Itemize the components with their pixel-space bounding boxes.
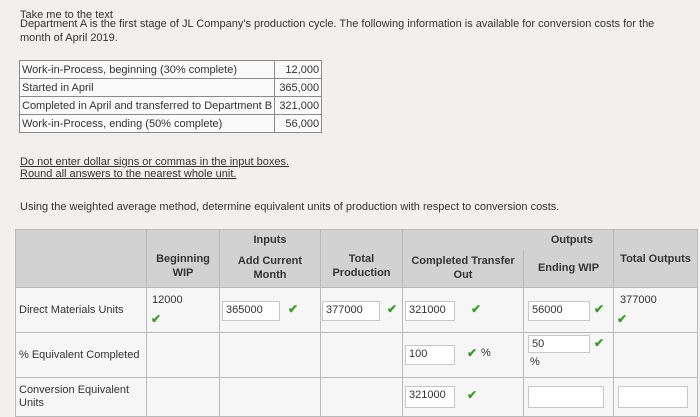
info-row: Completed in April and transferred to De… bbox=[18, 96, 323, 115]
cell-dm-beginning: 12000 ✔ bbox=[146, 287, 220, 333]
production-info-table: Work-in-Process, beginning (30% complete… bbox=[18, 60, 323, 133]
cell-pct-total-outputs bbox=[613, 332, 699, 378]
percent-sign: % bbox=[530, 356, 540, 368]
equivalent-units-table: Beginning WIP Inputs Total Production Ou… bbox=[15, 229, 699, 417]
header-ending-wip: Ending WIP bbox=[522, 249, 615, 288]
info-row: Started in April 365,000 bbox=[18, 78, 323, 97]
cell-conv-total-outputs bbox=[613, 377, 699, 417]
info-label: Started in April bbox=[18, 78, 276, 97]
info-value: 12,000 bbox=[274, 60, 323, 79]
dm-total-outputs-input[interactable]: 377000 bbox=[620, 294, 657, 306]
check-icon: ✔ bbox=[617, 312, 628, 326]
cell-dm-total-outputs: 377000 ✔ bbox=[613, 287, 699, 333]
cell-pct-ending: 50 ✔ % bbox=[522, 332, 615, 378]
info-row: Work-in-Process, beginning (30% complete… bbox=[18, 60, 323, 79]
cell-dm-completed: 321000 ✔ bbox=[402, 287, 524, 333]
header-total-outputs-label: Total Outputs bbox=[620, 252, 691, 265]
cell-pct-beginning bbox=[146, 332, 220, 378]
header-beginning-wip: Beginning WIP bbox=[146, 229, 220, 288]
cell-conv-completed: 321000 ✔ bbox=[402, 377, 524, 417]
row-label-direct-materials: Direct Materials Units bbox=[15, 287, 147, 333]
dm-ending-input[interactable]: 56000 bbox=[528, 301, 590, 321]
header-total-outputs: Total Outputs bbox=[613, 229, 699, 288]
check-icon: ✔ bbox=[467, 346, 478, 360]
cell-pct-completed: 100 ✔ % bbox=[402, 332, 524, 378]
no-dollar-signs-note: Do not enter dollar signs or commas in t… bbox=[20, 156, 290, 168]
check-icon: ✔ bbox=[467, 388, 478, 402]
header-inputs: Inputs bbox=[219, 229, 321, 250]
header-beginning-wip-label: Beginning WIP bbox=[156, 252, 210, 279]
header-blank bbox=[15, 229, 147, 288]
cell-conv-ending bbox=[522, 377, 615, 417]
info-label: Work-in-Process, ending (50% complete) bbox=[18, 114, 276, 133]
check-icon: ✔ bbox=[151, 312, 162, 326]
conv-total-outputs-input[interactable] bbox=[618, 386, 689, 408]
cell-conv-beginning bbox=[146, 377, 220, 417]
row-label-conversion-equivalent: Conversion Equivalent Units bbox=[15, 377, 147, 417]
cell-pct-add-current bbox=[219, 332, 321, 378]
info-value: 56,000 bbox=[274, 114, 323, 133]
question-instruction: Using the weighted average method, deter… bbox=[20, 201, 560, 213]
cell-dm-total-production: 377000 ✔ bbox=[320, 287, 403, 333]
dm-add-current-input[interactable]: 365000 bbox=[222, 301, 280, 321]
pct-ending-input[interactable]: 50 bbox=[528, 335, 590, 353]
pct-completed-input[interactable]: 100 bbox=[405, 345, 455, 365]
conv-ending-input[interactable] bbox=[528, 386, 604, 408]
take-me-to-text-link[interactable]: Take me to the text bbox=[20, 9, 113, 21]
info-value: 365,000 bbox=[274, 78, 323, 97]
dm-completed-input[interactable]: 321000 bbox=[405, 301, 455, 321]
check-icon: ✔ bbox=[594, 302, 605, 316]
header-total-production-label: Total Production bbox=[332, 252, 391, 279]
header-completed-transfer: Completed Transfer Out bbox=[402, 249, 524, 288]
rounding-note: Round all answers to the nearest whole u… bbox=[20, 168, 237, 180]
info-label: Work-in-Process, beginning (30% complete… bbox=[18, 60, 276, 79]
header-outputs: Outputs bbox=[401, 229, 615, 250]
header-total-production: Total Production bbox=[320, 229, 403, 288]
header-add-current-month: Add Current Month bbox=[219, 249, 321, 288]
dm-beginning-input[interactable]: 12000 bbox=[152, 294, 183, 306]
check-icon: ✔ bbox=[288, 302, 299, 316]
conv-completed-input[interactable]: 321000 bbox=[405, 386, 455, 408]
percent-sign: % bbox=[481, 347, 491, 359]
problem-intro: Department A is the first stage of JL Co… bbox=[20, 18, 655, 44]
cell-conv-total-production bbox=[320, 377, 403, 417]
info-label: Completed in April and transferred to De… bbox=[18, 96, 276, 115]
cell-dm-add-current: 365000 ✔ bbox=[219, 287, 321, 333]
cell-dm-ending: 56000 ✔ bbox=[522, 287, 615, 333]
check-icon: ✔ bbox=[387, 302, 398, 316]
cell-conv-add-current bbox=[219, 377, 321, 417]
cell-pct-total-production bbox=[320, 332, 403, 378]
check-icon: ✔ bbox=[471, 302, 482, 316]
input-instructions: Do not enter dollar signs or commas in t… bbox=[20, 156, 289, 180]
dm-total-production-input[interactable]: 377000 bbox=[322, 301, 380, 321]
check-icon: ✔ bbox=[594, 336, 605, 350]
info-value: 321,000 bbox=[274, 96, 323, 115]
info-row: Work-in-Process, ending (50% complete) 5… bbox=[18, 114, 323, 133]
row-label-equivalent-completed: % Equivalent Completed bbox=[15, 332, 147, 378]
